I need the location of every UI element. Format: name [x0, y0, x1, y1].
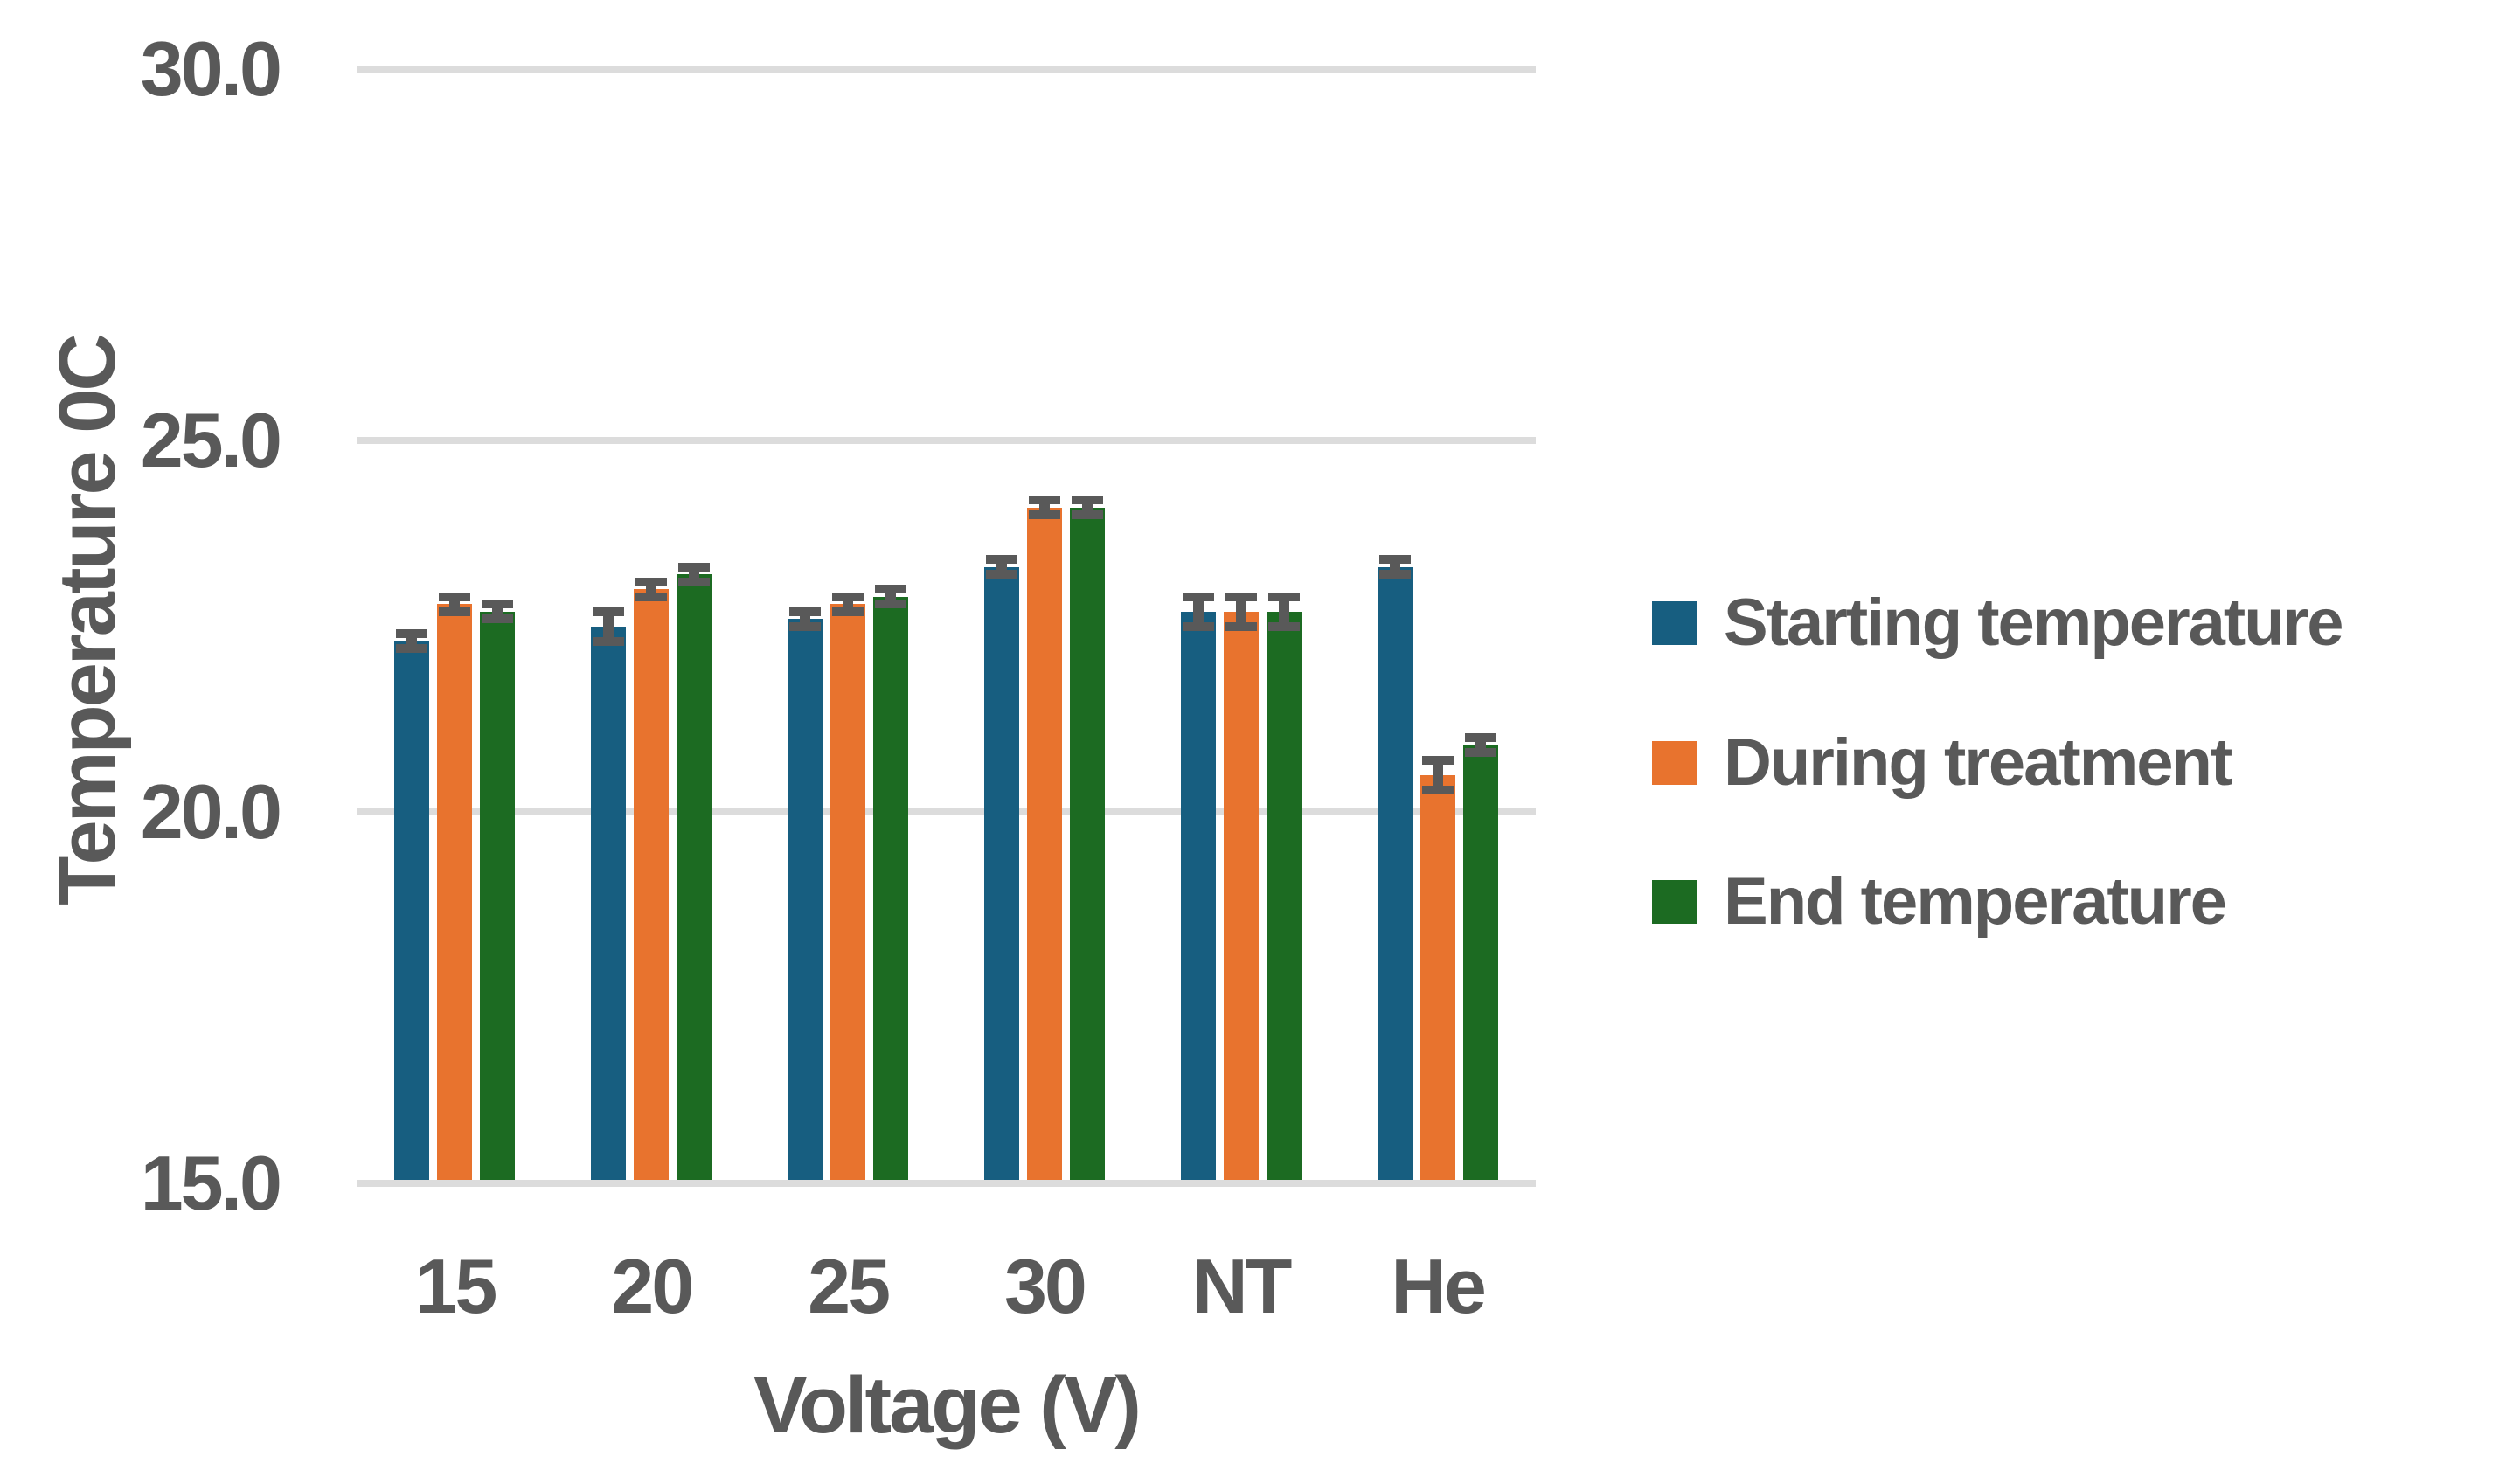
- error-bar-bottom-cap: [1182, 621, 1214, 631]
- error-bar-bottom-cap: [1464, 748, 1496, 757]
- legend-label-end-temperature: End temperature: [1724, 864, 2227, 939]
- bar-starting-temperature-30: [983, 566, 1019, 1180]
- bar-starting-temperature-25: [788, 619, 823, 1180]
- x-tick-label: 15: [414, 1243, 497, 1329]
- error-bar-bottom-cap: [396, 644, 428, 653]
- bar-during-treatment-30: [1026, 507, 1062, 1180]
- bar-starting-temperature-20: [591, 626, 627, 1180]
- error-bar-top-cap: [1378, 555, 1411, 564]
- x-tick-label: He: [1391, 1243, 1487, 1329]
- error-bar-top-cap: [396, 629, 428, 638]
- error-bar-top-cap: [678, 562, 711, 572]
- bar-end-temperature-30: [1069, 507, 1105, 1180]
- error-bar-bottom-cap: [593, 636, 625, 646]
- error-bar-bottom-cap: [1421, 785, 1454, 794]
- bar-end-temperature-he: [1462, 745, 1498, 1180]
- legend-swatch-end-temperature: [1652, 880, 1697, 924]
- error-bar-top-cap: [593, 607, 625, 616]
- bar-end-temperature-15: [480, 611, 516, 1180]
- y-tick-label: 15.0: [140, 1140, 282, 1226]
- error-bar: [1432, 755, 1443, 794]
- error-bar: [1235, 592, 1246, 631]
- error-bar-bottom-cap: [439, 607, 471, 616]
- error-bar-bottom-cap: [875, 600, 907, 608]
- x-tick-label: 20: [611, 1243, 694, 1329]
- bar-during-treatment-15: [437, 604, 473, 1180]
- error-bar-top-cap: [482, 600, 514, 608]
- legend-label-starting-temperature: Starting temperature: [1724, 586, 2343, 660]
- bar-starting-temperature-he: [1377, 566, 1413, 1180]
- y-tick-label: 30.0: [140, 25, 282, 112]
- x-tick-label: NT: [1192, 1243, 1292, 1329]
- error-bar-top-cap: [1267, 592, 1300, 601]
- error-bar-bottom-cap: [1378, 570, 1411, 579]
- error-bar-bottom-cap: [635, 592, 668, 601]
- bar-end-temperature-25: [873, 596, 909, 1180]
- error-bar-bottom-cap: [985, 570, 1017, 579]
- bar-during-treatment-he: [1420, 774, 1455, 1180]
- error-bar-top-cap: [875, 585, 907, 593]
- error-bar-bottom-cap: [789, 621, 822, 631]
- x-axis-title: Voltage (V): [753, 1361, 1142, 1450]
- error-bar-top-cap: [635, 577, 668, 586]
- error-bar-bottom-cap: [1225, 621, 1257, 631]
- legend-swatch-during-treatment: [1652, 741, 1697, 785]
- error-bar-top-cap: [1421, 755, 1454, 765]
- legend-label-during-treatment: During treatment: [1724, 725, 2232, 800]
- bar-during-treatment-20: [634, 589, 670, 1180]
- error-bar-top-cap: [439, 592, 471, 601]
- bar-starting-temperature-15: [394, 641, 430, 1180]
- legend-swatch-starting-temperature: [1652, 601, 1697, 645]
- error-bar-top-cap: [832, 592, 864, 601]
- bar-end-temperature-20: [677, 574, 712, 1180]
- error-bar-bottom-cap: [678, 577, 711, 586]
- error-bar: [1192, 592, 1204, 631]
- gridline: [357, 66, 1536, 73]
- error-bar-top-cap: [1225, 592, 1257, 601]
- gridline: [357, 437, 1536, 444]
- bar-starting-temperature-nt: [1180, 611, 1216, 1180]
- error-bar: [1278, 592, 1289, 631]
- gridline: [357, 808, 1536, 815]
- error-bar-top-cap: [1464, 733, 1496, 742]
- bar-during-treatment-25: [830, 604, 866, 1180]
- gridline: [357, 1180, 1536, 1187]
- error-bar-top-cap: [985, 555, 1017, 564]
- error-bar-top-cap: [1182, 592, 1214, 601]
- error-bar-top-cap: [1028, 496, 1060, 504]
- error-bar: [603, 607, 614, 646]
- x-tick-label: 25: [808, 1243, 891, 1329]
- error-bar-top-cap: [1071, 496, 1103, 504]
- error-bar-bottom-cap: [1071, 510, 1103, 519]
- error-bar-top-cap: [789, 607, 822, 616]
- x-tick-label: 30: [1003, 1243, 1087, 1329]
- bar-end-temperature-nt: [1266, 611, 1302, 1180]
- error-bar-bottom-cap: [832, 607, 864, 616]
- bar-during-treatment-nt: [1223, 611, 1259, 1180]
- error-bar-bottom-cap: [1267, 621, 1300, 631]
- error-bar-bottom-cap: [482, 614, 514, 623]
- y-tick-label: 25.0: [140, 397, 282, 483]
- y-tick-label: 20.0: [140, 768, 282, 855]
- error-bar-bottom-cap: [1028, 510, 1060, 519]
